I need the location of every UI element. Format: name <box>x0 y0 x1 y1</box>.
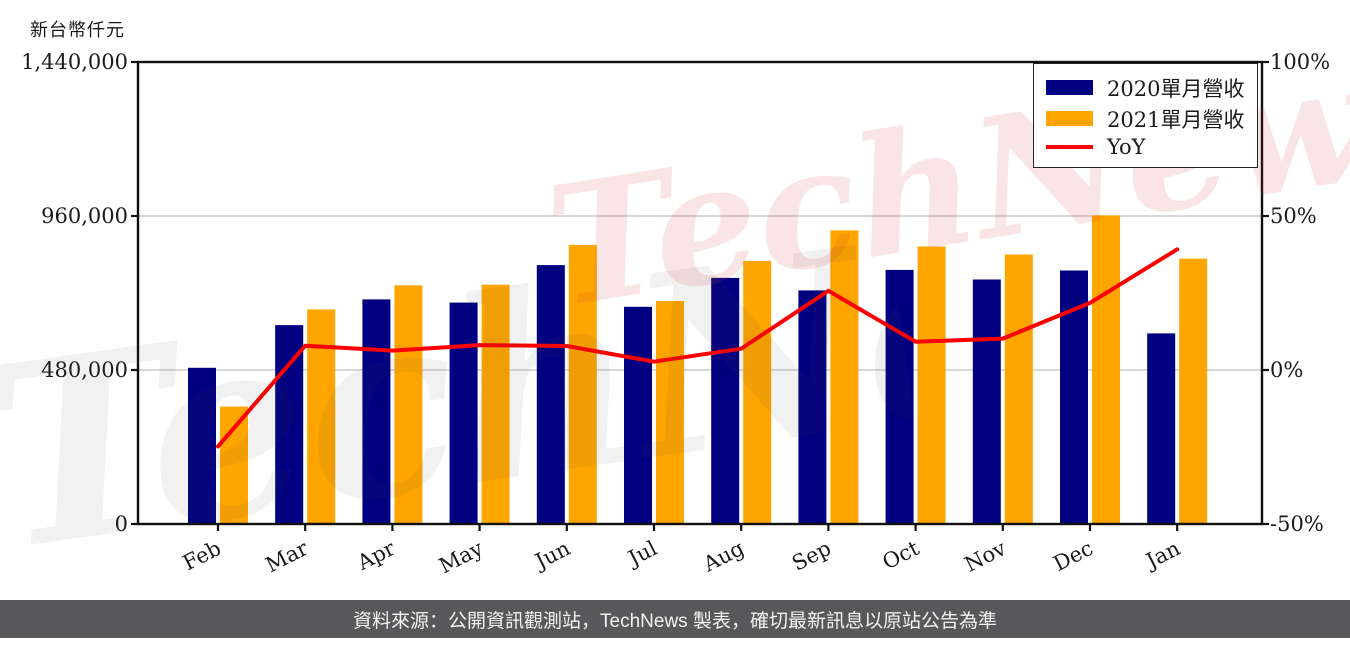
y-axis-right-tick-label: 50% <box>1270 204 1317 228</box>
y-axis-left-tick-label: 960,000 <box>41 204 128 228</box>
footer-source-text: 資料來源：公開資訊觀測站，TechNews 製表，確切最新訊息以原站公告為準 <box>353 610 997 632</box>
revenue-bar-2020 <box>885 269 914 524</box>
chart-canvas <box>131 60 1269 531</box>
legend-item: YoY <box>1046 135 1245 159</box>
plot-frame <box>136 60 1264 526</box>
revenue-bar-2020 <box>275 325 304 524</box>
legend-color-swatch <box>1046 111 1093 126</box>
legend-color-swatch <box>1046 80 1093 95</box>
footer-bar: 資料來源：公開資訊觀測站，TechNews 製表，確切最新訊息以原站公告為準 <box>0 600 1350 638</box>
revenue-bar-2020 <box>624 306 652 524</box>
revenue-chart-page: 新台幣仟元 TechNews TechNews 1,440,000960,000… <box>0 9 1350 638</box>
revenue-bar-2021 <box>568 244 597 524</box>
legend-item-label: YoY <box>1107 134 1146 159</box>
revenue-bar-2020 <box>972 279 1001 524</box>
revenue-bar-2021 <box>481 284 510 524</box>
revenue-bar-2020 <box>188 367 216 524</box>
revenue-bar-2020 <box>711 277 740 524</box>
revenue-bar-2020 <box>536 265 565 524</box>
legend-box: 2020單月營收 2021單月營收 YoY <box>1033 63 1258 168</box>
legend-item: 2020單月營收 <box>1046 73 1245 103</box>
y-axis-right-tick-label: -50% <box>1270 512 1324 536</box>
revenue-bar-2020 <box>798 290 827 524</box>
y-axis-left-tick-label: 1,440,000 <box>21 50 128 74</box>
y-axis-unit-label: 新台幣仟元 <box>30 20 125 41</box>
revenue-bar-2021 <box>1179 258 1208 524</box>
legend-yoy-line-swatch <box>1046 144 1093 149</box>
revenue-bar-2021 <box>656 301 684 524</box>
y-axis-left-tick-label: 0 <box>114 512 128 536</box>
revenue-bar-2020 <box>1147 333 1176 524</box>
revenue-bar-2021 <box>1004 254 1033 524</box>
y-axis-right-tick-label: 100% <box>1270 50 1331 74</box>
y-axis-left-tick-label: 480,000 <box>41 358 128 382</box>
legend-item: 2021單月營收 <box>1046 104 1245 134</box>
legend-item-label: 2021單月營收 <box>1107 107 1245 132</box>
yoy-line <box>216 247 1180 449</box>
revenue-bar-2021 <box>220 406 248 524</box>
revenue-bar-2020 <box>449 302 478 524</box>
revenue-bar-2021 <box>830 230 859 524</box>
legend-item-label: 2020單月營收 <box>1107 76 1245 101</box>
revenue-bar-2021 <box>307 309 336 524</box>
revenue-bar-2021 <box>917 246 946 524</box>
revenue-bar-2021 <box>394 285 423 524</box>
revenue-bar-2020 <box>362 299 391 524</box>
revenue-bar-2021 <box>743 260 772 524</box>
y-axis-right-tick-label: 0% <box>1270 358 1304 382</box>
revenue-bar-2021 <box>1092 215 1120 524</box>
